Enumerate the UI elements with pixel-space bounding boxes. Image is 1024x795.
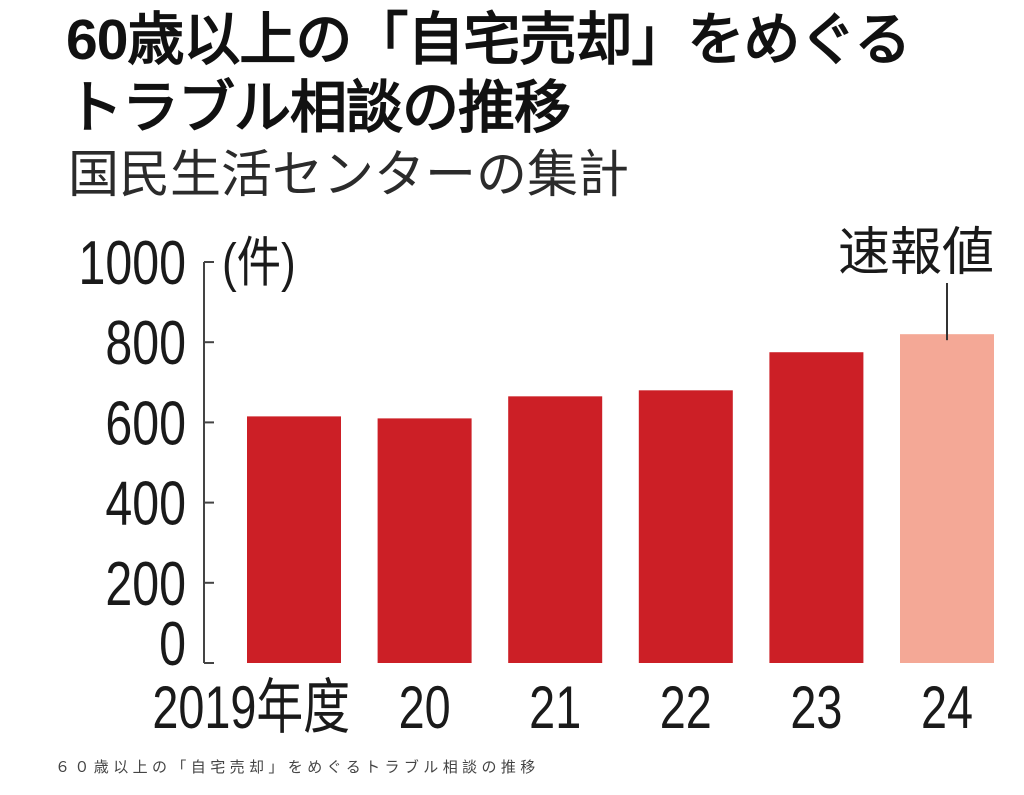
x-category-label: 23 (790, 674, 842, 741)
image-caption: ６０歳以上の「自宅売却」をめぐるトラブル相談の推移 (55, 759, 540, 776)
x-category-label: 20 (399, 674, 451, 741)
bar (638, 390, 733, 663)
x-category-label: 22 (660, 674, 712, 741)
bar (508, 396, 603, 663)
y-tick-label: 200 (105, 549, 186, 618)
x-category-label: 2019年度 (152, 674, 350, 741)
y-tick-label: 1000 (78, 228, 186, 297)
y-tick-label: 600 (105, 389, 186, 458)
x-category-label: 21 (529, 674, 581, 741)
x-axis-labels: 2019年度 20 21 22 23 24 (152, 674, 973, 741)
chart-subtitle: 国民生活センターの集計 (68, 146, 630, 203)
y-tick-label: 400 (105, 469, 186, 538)
chart-title-line-1: 60歳以上の「自宅売却」をめぐる (66, 8, 911, 72)
bar (247, 416, 341, 663)
bar (377, 418, 472, 663)
bar (769, 352, 864, 663)
x-category-label: 24 (921, 674, 973, 741)
y-tick-label: 800 (105, 308, 186, 377)
bar-series (247, 334, 994, 663)
y-axis-unit-label: (件) (222, 233, 296, 293)
chart-title-line-2: トラブル相談の推移 (66, 76, 571, 140)
bar-preliminary (900, 334, 994, 663)
annotations: 速報値 (838, 224, 994, 341)
annotation-label: 速報値 (838, 224, 994, 282)
y-tick-label: 0 (159, 609, 186, 678)
